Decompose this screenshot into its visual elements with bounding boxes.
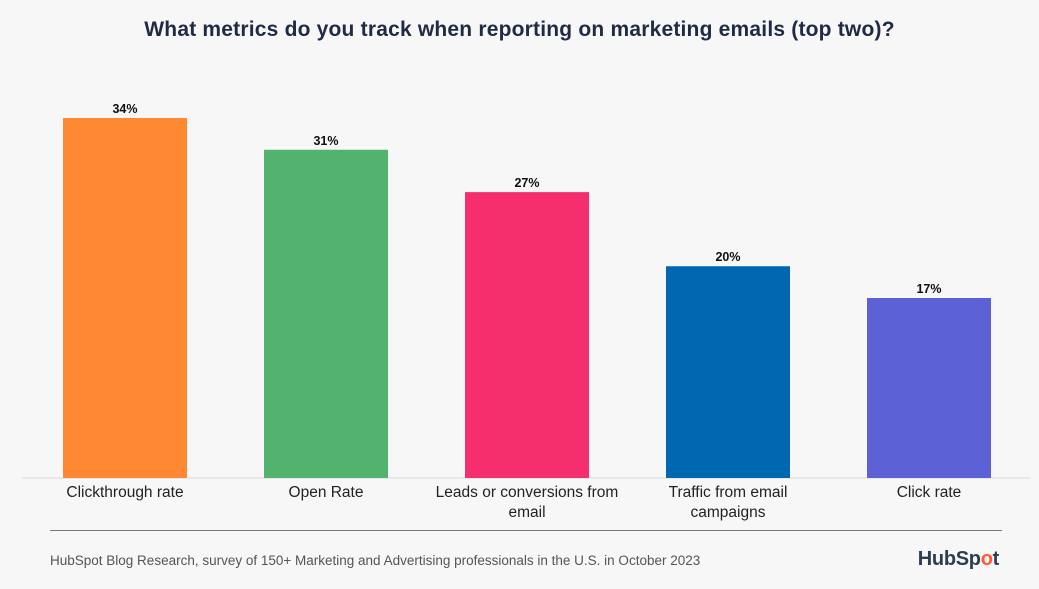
bar-value-label-2: 31% — [313, 134, 338, 148]
hubspot-logo: HubSpot — [917, 548, 1000, 570]
category-label-4-line-1: Traffic from email — [669, 484, 788, 501]
category-label-1: Clickthrough rate — [66, 484, 183, 501]
category-label-2: Open Rate — [289, 484, 364, 501]
bar-5 — [867, 298, 991, 478]
chart-title: What metrics do you track when reporting… — [144, 18, 895, 41]
category-label-5: Click rate — [897, 484, 962, 501]
bar-2 — [264, 149, 388, 478]
bar-3 — [465, 192, 589, 478]
bar-value-label-3: 27% — [514, 176, 539, 190]
source-note: HubSpot Blog Research, survey of 150+ Ma… — [50, 553, 701, 568]
bar-value-label-1: 34% — [112, 102, 137, 116]
footer-divider — [50, 530, 1002, 531]
category-label-3-line-2: email — [508, 504, 545, 521]
bar-value-label-4: 20% — [715, 250, 740, 264]
bar-1 — [63, 118, 187, 478]
bar-4 — [666, 266, 790, 478]
bar-value-label-5: 17% — [916, 282, 941, 296]
category-label-3-line-1: Leads or conversions from — [436, 484, 619, 501]
bar-chart: 34% Clickthrough rate 31% Open Rate 27% Leads… — [22, 102, 1030, 521]
category-label-4-line-2: campaigns — [691, 504, 766, 521]
